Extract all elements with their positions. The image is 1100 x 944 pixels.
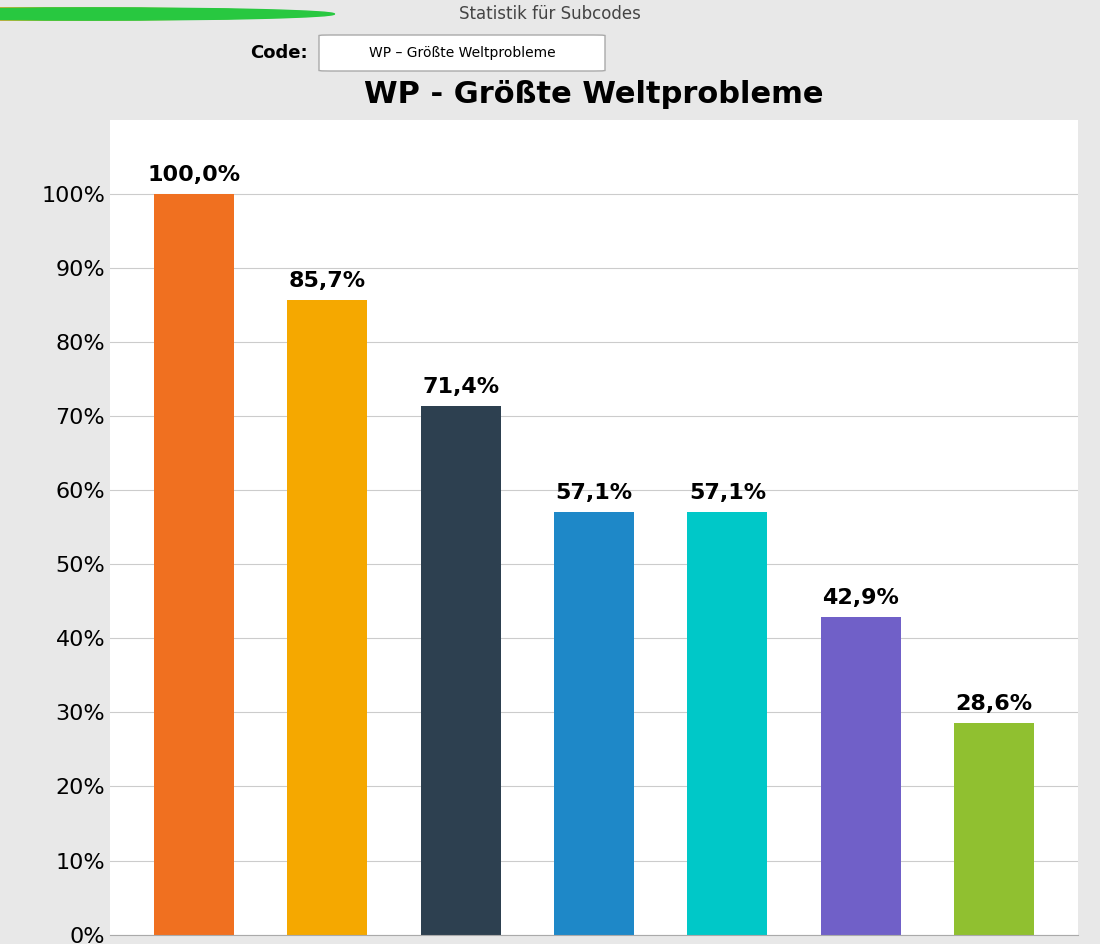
Text: WP – Größte Weltprobleme: WP – Größte Weltprobleme — [368, 46, 556, 60]
Text: Code:: Code: — [251, 44, 308, 62]
Text: 42,9%: 42,9% — [822, 588, 899, 608]
Bar — [420, 406, 500, 935]
Bar — [821, 616, 901, 935]
Bar — [688, 512, 768, 935]
Bar — [154, 194, 234, 935]
Circle shape — [0, 8, 271, 20]
Title: WP - Größte Weltprobleme: WP - Größte Weltprobleme — [364, 80, 824, 110]
FancyBboxPatch shape — [319, 35, 605, 71]
Text: 28,6%: 28,6% — [956, 694, 1033, 714]
Bar — [554, 512, 634, 935]
Text: 57,1%: 57,1% — [556, 482, 632, 503]
Circle shape — [0, 8, 302, 20]
Text: 57,1%: 57,1% — [689, 482, 766, 503]
Text: Statistik für Subcodes: Statistik für Subcodes — [459, 5, 641, 23]
Bar — [287, 300, 367, 935]
Circle shape — [0, 8, 334, 20]
Bar — [954, 723, 1034, 935]
Text: 71,4%: 71,4% — [422, 377, 499, 396]
Text: 85,7%: 85,7% — [289, 271, 366, 291]
Text: 100,0%: 100,0% — [147, 165, 241, 185]
